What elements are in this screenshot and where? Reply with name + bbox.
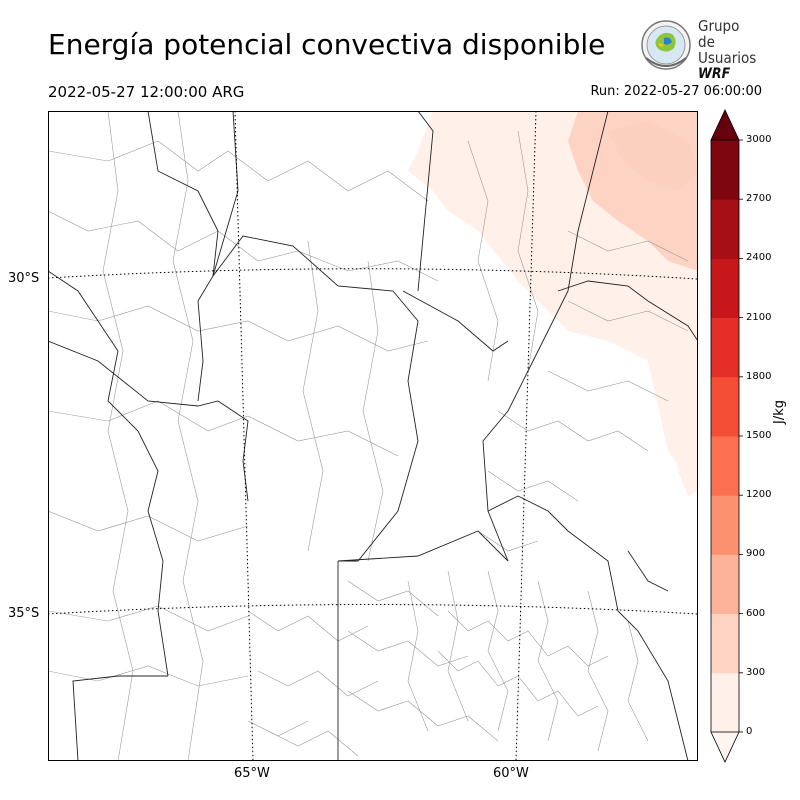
cape-map (48, 111, 698, 761)
colorbar-segment (711, 672, 739, 733)
colorbar-segment (711, 140, 739, 200)
graticule (48, 111, 698, 761)
colorbar-units: J/kg (772, 400, 787, 424)
colorbar-segment (711, 376, 739, 437)
colorbar-tick-label: 1500 (746, 430, 772, 441)
colorbar-tick-label: 0 (746, 726, 753, 737)
colorbar-segment (711, 554, 739, 615)
logo: Grupo de Usuarios WRF (638, 17, 760, 82)
logo-line-2: Usuarios (698, 49, 757, 67)
colorbar-extend-max (710, 109, 740, 141)
colorbar-tick-label: 2100 (746, 311, 772, 323)
colorbar-segment (711, 495, 739, 555)
colorbar-tick-label: 2400 (746, 252, 772, 264)
valid-time: 2022-05-27 12:00:00 ARG (48, 83, 245, 101)
lat-label-30s: 30°S (8, 271, 40, 286)
run-time: Run: 2022-05-27 06:00:00 (590, 84, 762, 99)
lon-label-60w: 60°W (493, 766, 529, 781)
cape-field-300-600b (608, 121, 698, 191)
colorbar-tick-label: 1200 (746, 489, 772, 501)
department-boundaries (48, 111, 689, 761)
map-frame (48, 111, 698, 761)
lon-label-65w: 65°W (234, 766, 270, 781)
globe-icon (641, 20, 691, 70)
map-title: Energía potencial convectiva disponible (48, 28, 606, 61)
lat-label-35s: 35°S (8, 606, 40, 621)
colorbar-segment (711, 258, 739, 319)
logo-line-3: WRF (698, 66, 731, 82)
colorbar-tick-label: 3000 (746, 134, 772, 145)
colorbar-segment (711, 199, 739, 259)
colorbar-tick-label: 300 (746, 666, 766, 678)
cape-field-0-300b (648, 341, 698, 491)
colorbar-segment (711, 436, 739, 496)
colorbar-tick-label: 1800 (746, 370, 772, 382)
colorbar-tick-label: 2700 (746, 193, 772, 205)
logo-line-1: Grupo de (698, 17, 740, 51)
province-boundaries (48, 111, 698, 761)
colorbar (710, 109, 743, 763)
colorbar-segment (711, 317, 739, 378)
colorbar-tick-label: 600 (746, 607, 766, 619)
colorbar-tick-label: 900 (746, 548, 766, 560)
colorbar-segment (711, 613, 739, 674)
colorbar-extend-min (710, 731, 740, 763)
